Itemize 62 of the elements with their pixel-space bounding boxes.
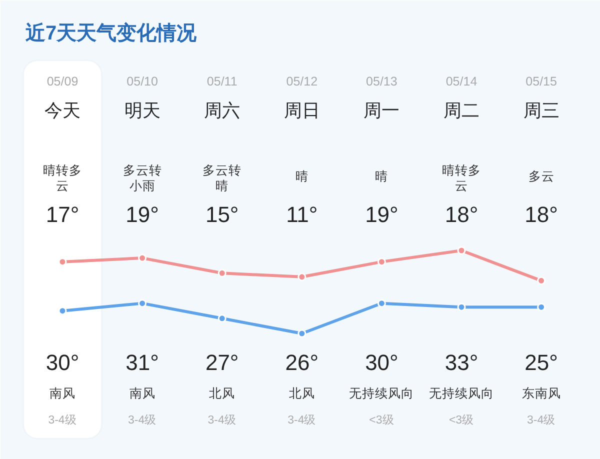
text: 南风 — [50, 386, 76, 400]
text: 晴 — [295, 170, 308, 184]
text: 今天 — [44, 100, 80, 120]
point — [138, 254, 147, 262]
point — [218, 268, 226, 278]
point — [457, 302, 466, 312]
data-label: 25° — [524, 350, 558, 375]
point — [218, 314, 226, 323]
text: 周一 — [364, 100, 400, 120]
data-label: 19° — [126, 202, 159, 227]
text: 3-4级 — [128, 414, 157, 426]
text: 无持续风向 — [349, 386, 414, 400]
text: 周日 — [284, 100, 320, 120]
text: 周三 — [523, 100, 560, 120]
text: 周二 — [444, 100, 480, 120]
x-tick-label: 05/15 — [526, 74, 557, 88]
text: 明天 — [124, 100, 160, 120]
data-label: 18° — [524, 202, 558, 227]
data-label: 18° — [444, 202, 478, 227]
data-label: 26° — [285, 350, 319, 375]
point — [298, 272, 306, 282]
x-tick-label: 05/14 — [446, 74, 478, 88]
point — [377, 258, 386, 266]
data-label: 27° — [205, 350, 239, 375]
text: 南风 — [129, 386, 156, 400]
x-tick-label: 05/13 — [366, 74, 398, 88]
text: 晴 — [375, 170, 388, 184]
text: 晴转多云 — [442, 164, 481, 193]
text: 晴转多云 — [43, 164, 82, 193]
point — [298, 329, 306, 338]
text: 东南风 — [522, 386, 561, 400]
text: <3级 — [369, 414, 394, 426]
x-tick-label: 05/11 — [206, 74, 238, 88]
point — [457, 246, 466, 255]
x-tick-label: 05/10 — [126, 74, 158, 88]
point — [537, 302, 546, 312]
data-label: 17° — [46, 202, 80, 227]
data-label: 19° — [365, 202, 398, 227]
data-label: 11° — [286, 202, 318, 227]
text: 周六 — [204, 100, 240, 120]
x-tick-label: 05/09 — [46, 74, 78, 88]
data-label: 15° — [205, 202, 239, 227]
x-tick-label: 05/12 — [286, 74, 318, 88]
point — [377, 299, 386, 308]
chart-title: 近7天天气变化情况 — [24, 22, 198, 44]
data-label: 31° — [126, 350, 159, 375]
text: 3-4级 — [288, 414, 316, 426]
point — [537, 276, 546, 285]
text: 多云转小雨 — [122, 164, 162, 193]
data-label: 33° — [444, 350, 478, 375]
text: 北风 — [288, 386, 315, 400]
data-label: 30° — [46, 350, 80, 375]
point — [138, 299, 147, 308]
text: 无持续风向 — [429, 386, 494, 400]
data-label: 30° — [365, 350, 398, 375]
text: 3-4级 — [48, 414, 77, 426]
text: 多云转晴 — [202, 164, 242, 193]
text: 多云 — [528, 170, 554, 184]
text: <3级 — [448, 414, 474, 426]
text: 3-4级 — [526, 414, 556, 426]
text: 北风 — [209, 386, 236, 400]
text: 3-4级 — [208, 414, 236, 426]
